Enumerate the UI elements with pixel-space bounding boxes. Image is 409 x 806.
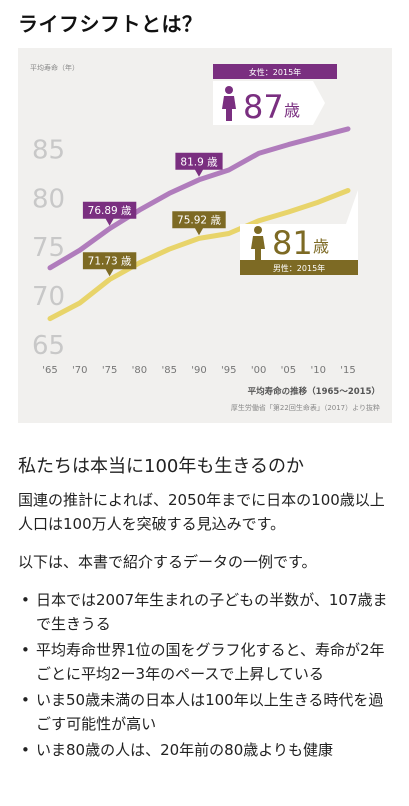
male-person-icon-body: [251, 236, 265, 261]
chart-caption: 平均寿命の推移（1965〜2015）: [248, 386, 380, 397]
x-tick-label: '00: [251, 365, 266, 376]
female-callout-tag-text: 女性：2015年: [249, 67, 301, 77]
page-title: ライフシフトとは？: [18, 12, 203, 36]
y-tick-label: 70: [32, 282, 65, 312]
x-tick-label: '15: [340, 365, 355, 376]
point-label-text: 81.9 歳: [180, 156, 218, 168]
bullet-dot-icon: •: [21, 641, 30, 659]
female-series-line: [47, 126, 351, 271]
point-label-box: [82, 252, 137, 277]
life-expectancy-chart: 平均寿命（年） 65 70 75 80 85 '65 '70 '75 '80 '85 '90 '95 '0…: [18, 48, 392, 423]
male-person-icon-head: [254, 226, 262, 234]
list-item: • いま50歳未満の日本人は100年以上生きる時代を過ごす可能性が高い: [18, 688, 392, 736]
list-item: • 日本では2007年生まれの子どもの半数が、107歳まで生きうる: [18, 588, 392, 636]
paragraph-un-estimate: 国連の推計によれば、2050年までに日本の100歳以上人口は100万人を突破する…: [18, 491, 385, 533]
point-label-box: [82, 201, 137, 226]
point-label-text: 76.89 歳: [88, 205, 132, 217]
x-tick-label: '10: [310, 365, 325, 376]
point-label-text: 71.73 歳: [88, 256, 132, 268]
male-callout-tag-text: 男性：2015年: [273, 263, 325, 273]
x-tick-label: '65: [42, 365, 57, 376]
section-heading: 私たちは本当に100年も生きるのか: [18, 456, 304, 477]
bullet-dot-icon: •: [21, 691, 30, 709]
point-label-text: 75.92 歳: [177, 215, 221, 227]
x-tick-label: '70: [72, 365, 87, 376]
male-series-line: [47, 188, 351, 322]
x-tick-label: '95: [221, 365, 236, 376]
female-callout-box: [213, 81, 325, 125]
male-callout-unit: 歳: [313, 237, 329, 256]
y-tick-label: 65: [32, 331, 65, 361]
point-label-box: [172, 211, 226, 236]
x-tick-label: '05: [281, 365, 296, 376]
female-person-icon-head: [225, 86, 233, 94]
chart-source: 厚生労働省「第22回生命表」（2017）より抜粋: [231, 403, 380, 412]
y-axis-label: 平均寿命（年）: [30, 63, 79, 72]
article-body: 私たちは本当に100年も生きるのか 国連の推計によれば、2050年までに日本の1…: [18, 452, 392, 764]
male-callout-tag: [240, 260, 358, 275]
y-tick-label: 85: [32, 135, 65, 165]
male-callout-value: 81: [272, 224, 313, 262]
bullet-dot-icon: •: [21, 741, 30, 759]
bullet-dot-icon: •: [21, 591, 30, 609]
male-callout-box: [240, 190, 358, 260]
y-tick-label: 75: [32, 233, 65, 263]
female-callout-unit: 歳: [284, 101, 300, 120]
female-callout-tag: [213, 64, 337, 79]
female-callout-value: 87: [243, 88, 284, 126]
list-item: • 平均寿命世界1位の国をグラフ化すると、寿命が2年ごとに平均2ー3年のペースで上…: [18, 638, 392, 686]
list-item: • いま80歳の人は、20年前の80歳よりも健康: [18, 738, 392, 762]
x-tick-label: '80: [132, 365, 147, 376]
paragraph-intro: 以下は、本書で紹介するデータの一例です。: [18, 553, 317, 571]
y-tick-label: 80: [32, 184, 65, 214]
point-label-box: [175, 152, 223, 177]
bullet-list: • 日本では2007年生まれの子どもの半数が、107歳まで生きうる • 平均寿命世界…: [18, 588, 392, 762]
x-tick-label: '90: [191, 365, 206, 376]
x-tick-label: '75: [102, 365, 117, 376]
x-tick-label: '85: [161, 365, 176, 376]
chart-svg: 平均寿命（年） 65 70 75 80 85 '65 '70 '75 '80 '85 '90 '95 '0…: [30, 63, 380, 412]
female-person-icon-body: [222, 96, 236, 121]
